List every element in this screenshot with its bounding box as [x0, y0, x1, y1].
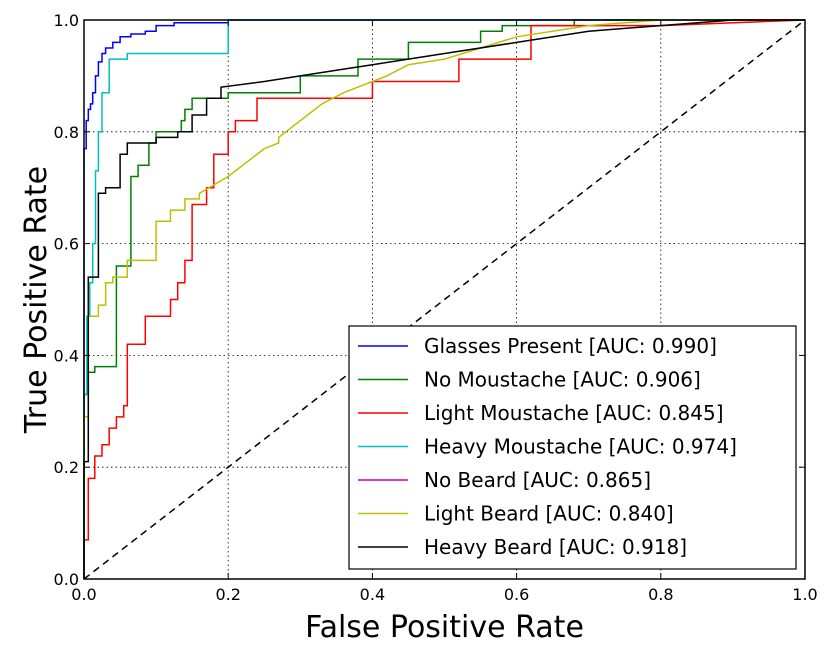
roc-curve-6	[83, 19, 805, 579]
y-tick-label: 1.0	[54, 11, 79, 30]
roc-curve-2	[83, 19, 806, 579]
y-tick-label: 0.0	[54, 570, 79, 589]
legend-label: Heavy Moustache [AUC: 0.974]	[424, 435, 737, 459]
x-tick-label: 0.4	[360, 585, 385, 604]
x-tick-label: 0.8	[648, 585, 673, 604]
y-tick-label: 0.8	[54, 123, 79, 142]
legend-label: Light Moustache [AUC: 0.845]	[424, 401, 724, 425]
axis-ticks	[83, 19, 806, 580]
x-tick-label: 1.0	[792, 585, 817, 604]
legend-label: No Beard [AUC: 0.865]	[424, 468, 651, 492]
chance-line	[83, 19, 806, 580]
roc-curve-1	[83, 19, 805, 579]
legend: Glasses Present [AUC: 0.990] No Moustache…	[348, 325, 797, 570]
x-tick-label: 0.2	[215, 585, 240, 604]
y-axis-title: True Positive Rate	[19, 166, 54, 434]
chance-diagonal	[83, 19, 806, 580]
roc-curve-5	[83, 19, 805, 579]
roc-curves	[83, 19, 806, 579]
x-tick-label: 0.6	[504, 585, 529, 604]
plot-frame	[83, 19, 806, 580]
y-tick-label: 0.4	[54, 346, 79, 365]
legend-box	[348, 325, 797, 570]
legend-label: No Moustache [AUC: 0.906]	[424, 368, 701, 392]
roc-curve-0	[83, 19, 805, 579]
legend-label: Glasses Present [AUC: 0.990]	[424, 334, 717, 358]
y-tick-label: 0.2	[54, 458, 79, 477]
y-tick-label: 0.6	[54, 235, 79, 254]
x-axis-title: False Positive Rate	[305, 610, 584, 645]
axis-tick-labels: 0.0 0.2 0.4 0.6 0.8 1.0 0.0 0.2 0.4 0.6 0.8 1.0	[54, 11, 818, 604]
legend-label: Light Beard [AUC: 0.840]	[424, 502, 674, 526]
x-tick-label: 0.0	[71, 585, 96, 604]
legend-label: Heavy Beard [AUC: 0.918]	[424, 535, 687, 559]
